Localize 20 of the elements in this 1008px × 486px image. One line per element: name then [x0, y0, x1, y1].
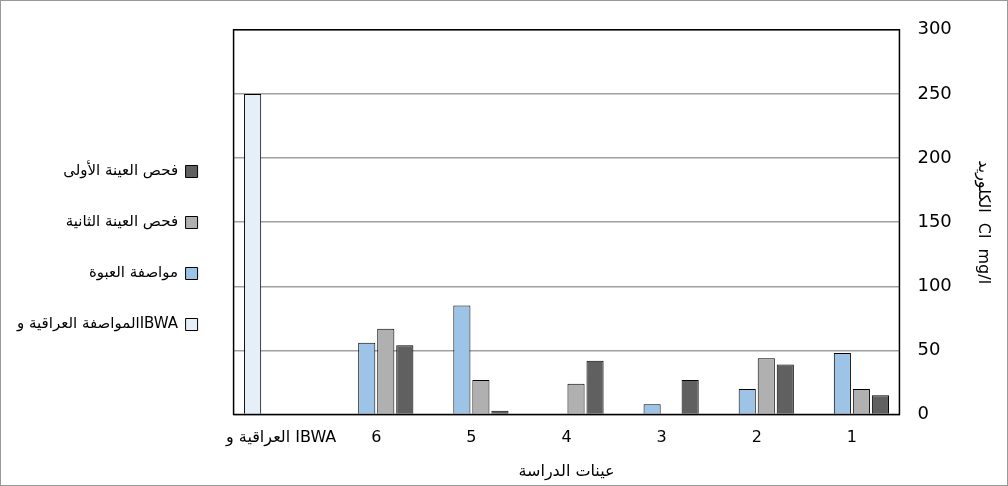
- y-tick-label: 250: [917, 81, 952, 103]
- y-tick-label: 200: [917, 145, 952, 167]
- y-tick-label: 0: [917, 402, 929, 424]
- x-tick-label: 3: [656, 427, 667, 447]
- x-tick-label: 1: [846, 427, 857, 447]
- x-tick-label: 6: [371, 427, 382, 447]
- x-tick-label: 2: [751, 427, 762, 447]
- x-tick-label: 5: [466, 427, 477, 447]
- legend-label: فحص العينة الثانية: [65, 212, 179, 231]
- y-tick-label: 150: [917, 209, 952, 231]
- x-tick-label: العراقية و IBWA: [224, 427, 337, 448]
- x-axis-title: عينات الدراسة: [518, 460, 615, 481]
- legend-label: مواصفة العبوة: [88, 263, 179, 282]
- y-axis-title: الكلوريد Cl mg/l: [974, 160, 995, 285]
- legend-label: المواصفة العراقية وIBWA: [15, 314, 179, 333]
- legend-label: فحص العينة الأولى: [63, 160, 179, 180]
- y-tick-label: 50: [917, 338, 941, 360]
- y-tick-label: 300: [917, 17, 952, 39]
- y-tick-label: 100: [917, 274, 952, 296]
- x-tick-label: 4: [561, 427, 572, 447]
